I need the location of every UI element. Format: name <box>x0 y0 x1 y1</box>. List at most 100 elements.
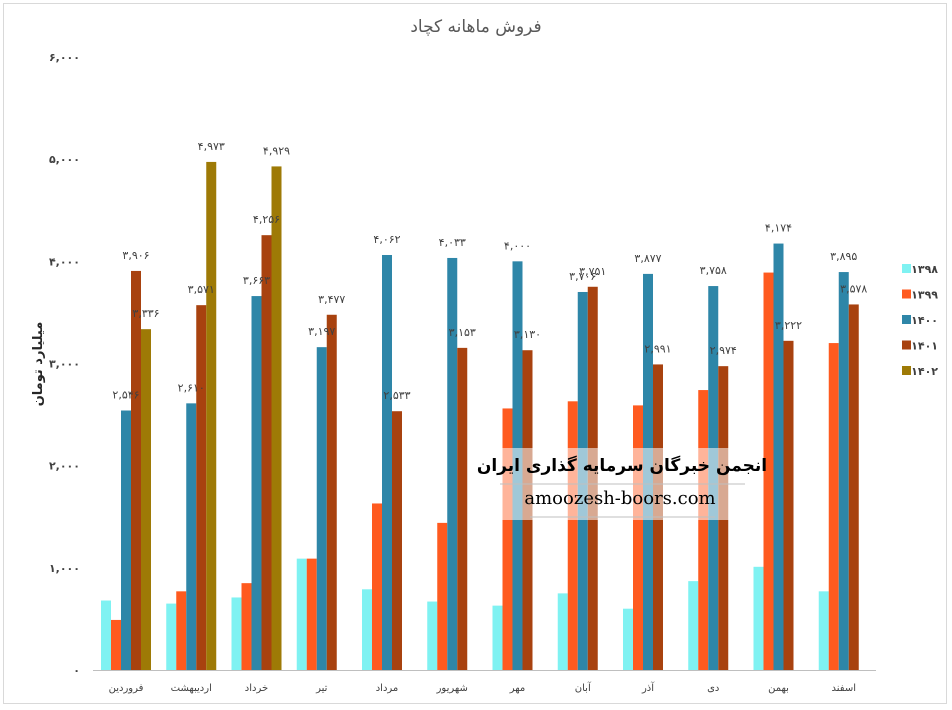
bar <box>783 340 794 670</box>
bar <box>698 390 709 670</box>
bar <box>166 603 177 670</box>
bar <box>382 254 392 670</box>
bar <box>457 347 468 670</box>
data-label: ۳,۷۵۱ <box>579 265 606 278</box>
x-ticks: فروردین اردیبهشت خرداد تیر مرداد شهریور مهر آبا… <box>109 681 856 694</box>
bar <box>492 605 503 670</box>
bar <box>111 619 121 670</box>
bar <box>818 591 829 670</box>
data-label: ۲,۵۳۳ <box>383 389 410 402</box>
x-tick-label: دی <box>707 683 719 694</box>
data-label: ۳,۵۷۸ <box>840 282 867 295</box>
bar <box>502 408 513 670</box>
legend-swatch <box>902 315 911 324</box>
bar <box>141 329 151 670</box>
data-label: ۳,۱۹۷ <box>308 325 335 338</box>
x-tick-label: اسفند <box>832 683 856 694</box>
data-label: ۳,۱۵۳ <box>449 326 476 339</box>
legend-swatch <box>902 366 911 375</box>
data-label: ۴,۰۰۰ <box>504 239 531 252</box>
data-label: ۳,۸۷۷ <box>634 252 661 265</box>
bar <box>296 558 307 670</box>
bar <box>372 503 382 670</box>
bar <box>326 314 337 670</box>
bar <box>186 403 197 670</box>
data-label: ۲,۶۱۰ <box>178 381 205 394</box>
watermark: انجمن خبرگان سرمایه گذاری ایران amoozesh… <box>477 448 767 520</box>
chart-frame <box>3 3 947 704</box>
legend-label: ۱۳۹۹ <box>911 289 938 302</box>
data-label: ۳,۹۰۶ <box>122 249 149 262</box>
x-tick-label: تیر <box>315 683 328 694</box>
bar <box>362 589 372 670</box>
data-label: ۴,۱۷۴ <box>765 222 792 235</box>
data-label: ۴,۰۳۳ <box>439 236 466 249</box>
x-tick-label: مهر <box>509 683 525 694</box>
x-tick-label: آبان <box>575 681 592 694</box>
bar <box>176 591 187 670</box>
x-tick-label: شهریور <box>436 683 468 694</box>
data-label: ۳,۸۹۵ <box>830 250 857 263</box>
bar <box>838 272 849 670</box>
data-label: ۲,۹۹۱ <box>644 342 671 355</box>
legend-swatch <box>902 289 911 299</box>
x-tick-label: آذر <box>641 681 655 694</box>
x-tick-label: مرداد <box>376 683 399 694</box>
data-label: ۳,۴۷۷ <box>318 293 345 306</box>
data-label: ۴,۰۶۲ <box>373 233 400 246</box>
y-axis-label: میلیارد تومان <box>31 322 46 407</box>
bar <box>196 305 207 670</box>
chart-title: فروش ماهانه کچاد <box>410 17 541 37</box>
watermark-title: انجمن خبرگان سرمایه گذاری ایران <box>477 455 767 476</box>
data-label: ۴,۲۵۶ <box>253 213 280 226</box>
y-tick-label: ۵,۰۰۰ <box>49 153 80 166</box>
x-tick-label: بهمن <box>768 683 789 694</box>
bar <box>447 257 458 670</box>
bar <box>306 558 317 670</box>
bar <box>848 304 859 670</box>
data-label: ۳,۶۶۳ <box>243 274 270 287</box>
bar <box>763 272 774 670</box>
data-label: ۴,۹۷۳ <box>198 140 225 153</box>
data-label: ۳,۷۵۸ <box>700 264 727 277</box>
bar <box>206 161 217 670</box>
legend: ۱۳۹۸ ۱۳۹۹ ۱۴۰۰ ۱۴۰۱ ۱۴۰۲ <box>902 263 938 378</box>
bar <box>131 270 141 670</box>
legend-swatch <box>902 264 911 273</box>
legend-label: ۱۴۰۲ <box>911 365 938 378</box>
bar <box>261 235 272 671</box>
bar <box>392 411 402 670</box>
bar <box>231 597 242 670</box>
bar <box>121 410 131 670</box>
bar <box>437 522 448 670</box>
data-label: ۳,۲۲۲ <box>775 319 802 332</box>
bar <box>557 593 568 670</box>
data-label: ۲,۹۷۴ <box>710 344 737 357</box>
data-label: ۳,۳۳۶ <box>132 307 159 320</box>
x-tick-label: خرداد <box>245 683 268 694</box>
legend-label: ۱۴۰۱ <box>911 340 938 353</box>
x-tick-label: فروردین <box>109 683 144 694</box>
y-tick-label: ۰ <box>73 664 80 677</box>
bar <box>633 405 643 670</box>
data-label: ۳,۷۰۶ <box>569 270 596 283</box>
bar <box>623 608 633 670</box>
data-label: ۳,۵۷۱ <box>188 283 215 296</box>
bar <box>271 166 282 670</box>
y-tick-label: ۴,۰۰۰ <box>49 255 80 268</box>
x-tick-label: اردیبهشت <box>171 683 212 694</box>
legend-label: ۱۳۹۸ <box>911 263 938 276</box>
y-tick-label: ۶,۰۰۰ <box>49 51 80 64</box>
bar <box>101 600 111 670</box>
bar <box>828 343 839 670</box>
bar <box>688 581 699 670</box>
legend-swatch <box>902 340 911 350</box>
bars <box>101 161 859 671</box>
bar <box>427 601 438 670</box>
watermark-url: amoozesh-boors.com <box>524 488 715 509</box>
y-ticks: ۰ ۱,۰۰۰ ۲,۰۰۰ ۳,۰۰۰ ۴,۰۰۰ ۵,۰۰۰ ۶,۰۰۰ <box>49 51 80 677</box>
y-tick-label: ۱,۰۰۰ <box>49 562 80 575</box>
data-label: ۲,۵۴۶ <box>112 388 139 401</box>
bar <box>251 296 262 670</box>
